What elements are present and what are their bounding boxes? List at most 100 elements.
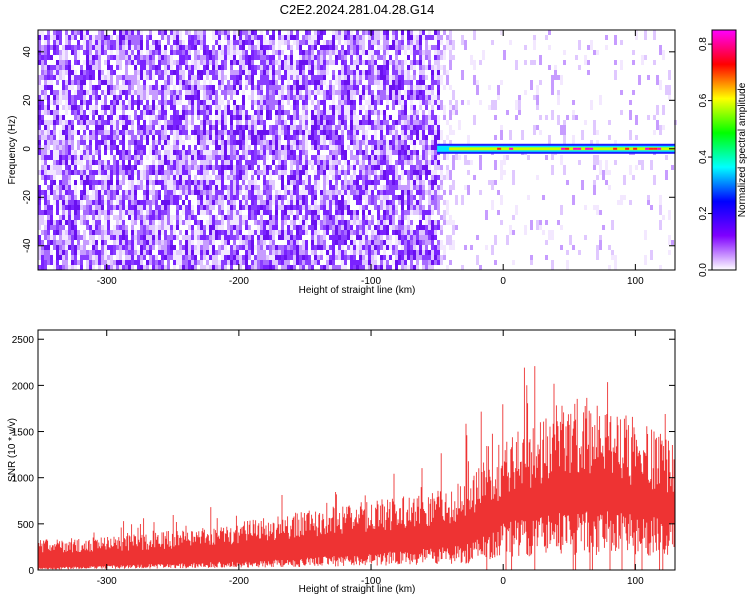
spectrogram-cell: [152, 195, 155, 205]
spectrogram-cell: [584, 235, 587, 240]
spectrogram-cell: [38, 35, 41, 40]
spectrogram-cell: [212, 245, 215, 255]
spectrogram-cell: [338, 170, 341, 175]
spectrogram-cell: [86, 255, 89, 260]
spectrogram-cell: [95, 120, 98, 125]
spectrogram-cell: [359, 90, 362, 95]
spectrogram-cell: [422, 215, 425, 220]
spectrogram-cell: [416, 205, 419, 210]
spectrogram-cell: [599, 210, 602, 215]
spectrogram-cell: [614, 60, 617, 65]
spectrogram-cell: [149, 125, 152, 130]
spectrogram-cell: [392, 65, 395, 75]
spectrogram-cell: [161, 200, 164, 205]
spectrogram-cell: [431, 210, 434, 215]
spectrogram-cell: [215, 125, 218, 135]
spectrogram-cell: [323, 105, 326, 110]
spectrogram-cell: [68, 100, 71, 105]
spectrogram-cell: [362, 75, 365, 80]
spectrogram-cell: [218, 235, 221, 240]
spectrogram-cell: [89, 140, 92, 145]
spectrogram-cell: [275, 130, 278, 135]
spectrogram-cell: [248, 70, 251, 75]
spectrogram-cell: [293, 185, 296, 190]
spectrogram-cell: [275, 200, 278, 205]
spectrogram-cell: [152, 125, 155, 130]
spectrogram-cell: [107, 40, 110, 50]
spectrogram-cell: [116, 215, 119, 225]
spectrogram-cell: [494, 235, 497, 245]
spectrogram-cell: [62, 185, 65, 190]
spectrogram-cell: [278, 260, 281, 265]
spectrogram-cell: [473, 175, 476, 180]
spectrogram-cell: [245, 190, 248, 195]
spectrogram-cell: [320, 130, 323, 135]
spectrogram-cell: [491, 100, 494, 110]
spectrogram-cell: [293, 120, 296, 125]
spectrogram-cell: [236, 130, 239, 135]
spectrogram-cell: [449, 220, 452, 225]
spectrogram-cell: [317, 75, 320, 80]
spectrogram-cell: [293, 235, 296, 240]
spectrogram-cell: [248, 75, 251, 85]
spectrogram-cell: [197, 225, 200, 230]
spectrogram-cell: [368, 265, 371, 270]
spectrogram-cell: [338, 265, 341, 270]
spectrogram-cell: [383, 55, 386, 65]
spectrogram-cell: [611, 220, 614, 230]
spectrogram-cell: [236, 80, 239, 85]
spectrogram-cell: [101, 230, 104, 240]
spectrogram-cell: [176, 75, 179, 85]
spectrogram-cell: [92, 250, 95, 255]
spectrogram-cell: [536, 220, 539, 230]
spectrogram-cell: [47, 105, 50, 110]
spectrogram-cell: [215, 50, 218, 60]
spectrogram-cell: [299, 75, 302, 85]
spectrogram-cell: [272, 170, 275, 175]
spectrogram-cell: [119, 195, 122, 200]
spectrogram-cell: [287, 70, 290, 80]
spectrogram-cell: [101, 70, 104, 75]
spectrogram-cell: [257, 225, 260, 235]
spectrogram-cell: [251, 250, 254, 255]
spectrogram-cell: [461, 100, 464, 105]
spectrogram-cell: [320, 110, 323, 115]
spectrogram-cell: [290, 220, 293, 225]
spectrogram-cell: [305, 230, 308, 235]
spectrogram-cell: [392, 100, 395, 105]
spectrogram-cell: [254, 180, 257, 185]
spectrogram-cell: [173, 40, 176, 45]
spectrogram-cell: [206, 155, 209, 165]
spectrogram-cell: [383, 145, 386, 150]
spectrogram-cell: [332, 125, 335, 130]
spectrogram-cell: [416, 255, 419, 260]
spectrogram-cell: [329, 140, 332, 145]
spectrogram-cell: [275, 220, 278, 225]
spectrogram-cell: [386, 245, 389, 250]
spectrogram-cell: [83, 195, 86, 200]
spectrogram-cell: [404, 90, 407, 100]
spectrogram-cell: [278, 40, 281, 50]
spectrogram-cell: [503, 170, 506, 175]
spectrogram-cell: [287, 240, 290, 245]
spectrogram-cell: [365, 100, 368, 105]
spectrogram-cell: [119, 85, 122, 90]
spectrogram-cell: [302, 70, 305, 75]
spectrogram-cell: [377, 235, 380, 245]
spectrogram-cell: [194, 155, 197, 160]
spectrogram-cell: [65, 200, 68, 205]
spectrogram-cell: [236, 145, 239, 150]
spectrogram-cell: [389, 220, 392, 225]
spectrogram-cell: [197, 180, 200, 185]
spectrogram-cell: [353, 120, 356, 125]
spectrogram-cell: [38, 100, 41, 105]
spectrogram-cell: [572, 135, 575, 145]
spectrogram-cell: [302, 125, 305, 130]
spectrogram-cell: [236, 30, 239, 40]
spectrogram-cell: [311, 65, 314, 70]
spectrogram-cell: [230, 50, 233, 60]
spectrogram-cell: [146, 55, 149, 65]
spectrogram-cell: [155, 180, 158, 185]
spectrogram-cell: [83, 140, 86, 145]
